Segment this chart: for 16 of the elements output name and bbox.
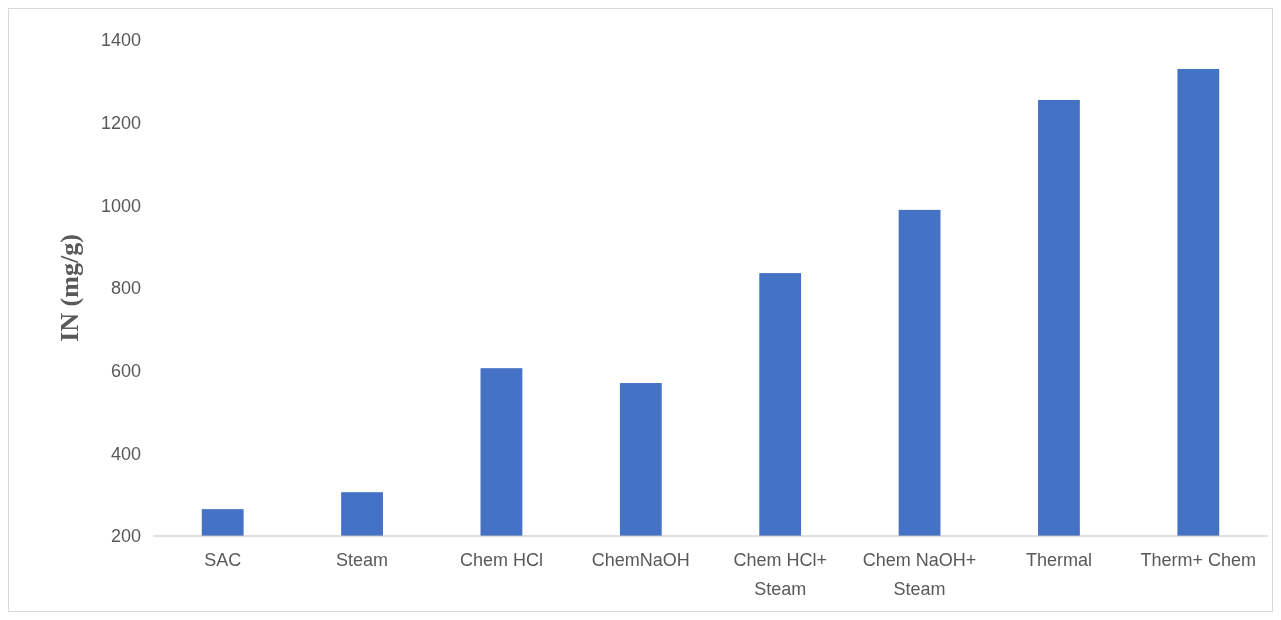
x-tick-label: Chem HCl+ Steam	[733, 550, 827, 599]
y-tick-label: 200	[110, 526, 141, 547]
y-axis-title: IN (mg/g)	[55, 234, 84, 342]
y-tick-label: 1400	[100, 30, 141, 51]
y-tick-label: 600	[110, 360, 141, 381]
x-tick-label: Thermal	[1025, 550, 1092, 570]
y-tick-label: 1200	[100, 112, 141, 133]
x-tick-label: Chem NaOH+ Steam	[862, 550, 977, 599]
x-tick-label: ChemNaOH	[591, 550, 690, 570]
x-tick-label: Chem HCl	[459, 550, 543, 570]
y-tick-label: 1000	[100, 195, 141, 216]
x-tick-label: SAC	[204, 550, 242, 570]
y-tick-label: 400	[110, 443, 141, 464]
y-tick-label: 800	[110, 278, 141, 299]
x-tick-label: Therm+ Chem	[1140, 550, 1257, 570]
x-tick-label: Steam	[336, 550, 389, 570]
